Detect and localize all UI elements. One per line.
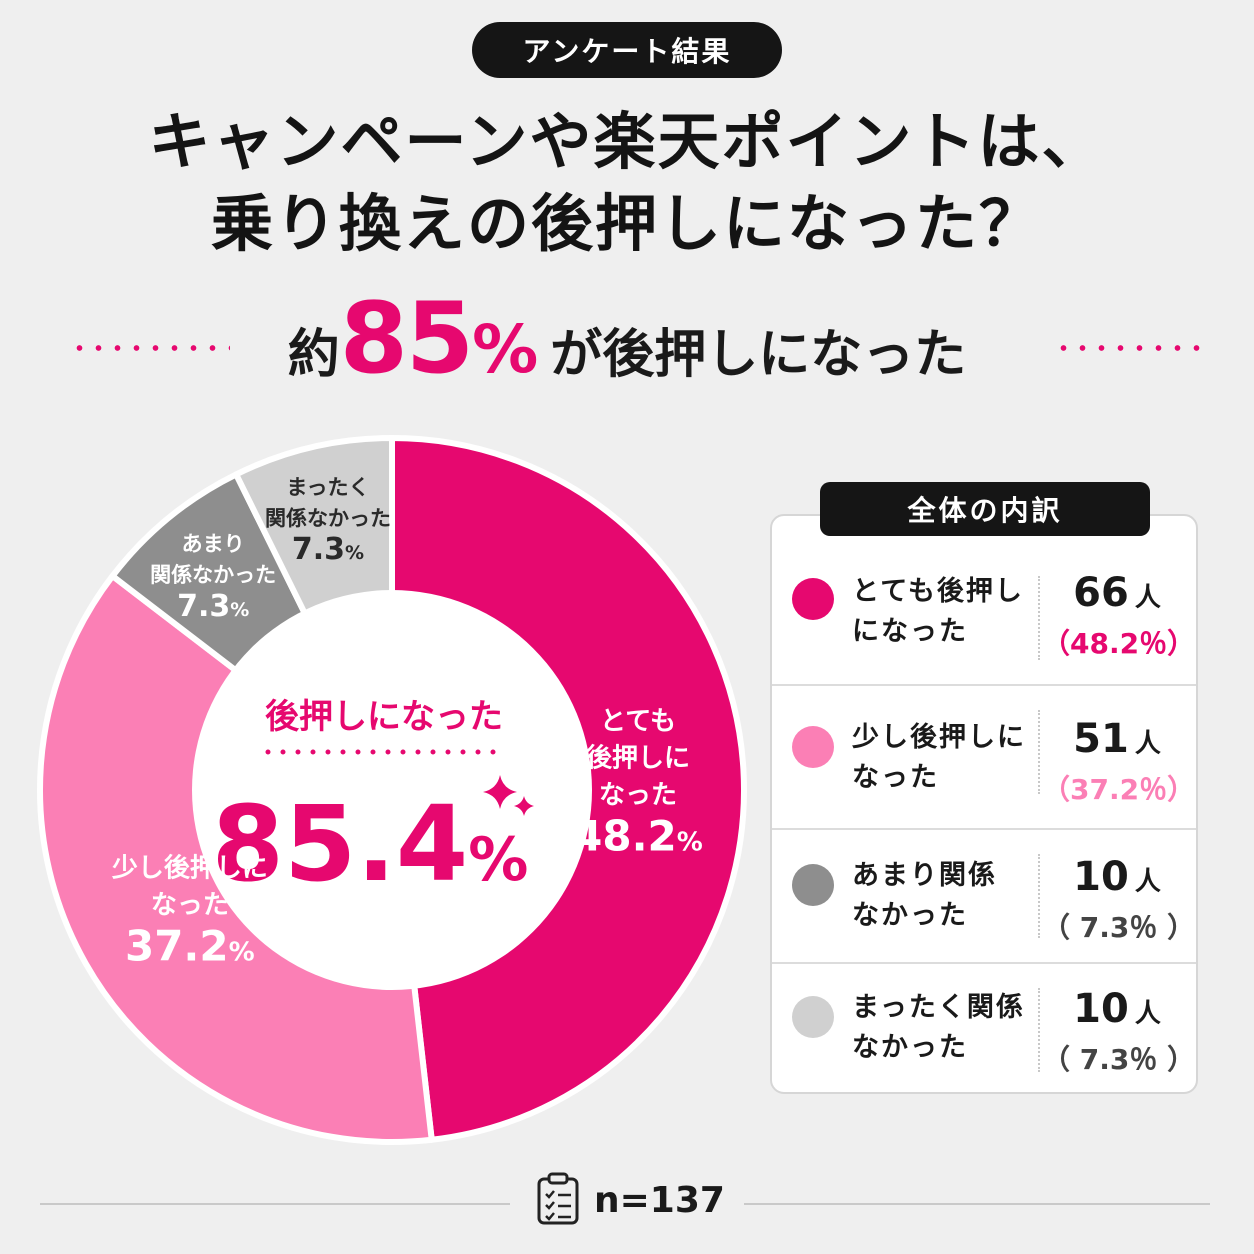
dotted-divider-right [1054,345,1204,351]
legend-count-number: 66 [1073,570,1129,616]
title-line-2: 乗り換えの後押しになった？ [210,187,1043,260]
legend-count-unit: 人 [1134,867,1161,897]
breakdown-title: 全体の内訳 [820,482,1150,536]
breakdown-panel [770,514,1198,1094]
legend-percent: （48.2％） [1042,627,1196,660]
headline: 約85% が後押しになった [0,282,1254,396]
slice-label-line: あまり [182,532,245,556]
headline-prefix: 約 [287,325,340,385]
legend-label-line1: まったく関係 [852,992,1025,1023]
legend-row-divider [772,962,1196,964]
headline-unit: % [472,311,539,388]
legend-divider [1038,988,1040,1072]
legend-row-divider [772,684,1196,686]
legend-swatch [792,864,834,906]
legend-swatch [792,578,834,620]
footer-line-right [744,1203,1210,1205]
legend-label-line1: あまり関係 [852,860,997,891]
legend-label-line2: なかった [852,900,968,931]
donut-hole [192,590,592,990]
clipboard-icon [537,1172,579,1225]
slice-label-line: 関係なかった [150,563,276,587]
slice-label-line: 後押しに [586,742,690,773]
slice-label-line: 少し後押しに [111,852,268,883]
legend-label-line2: なかった [852,1032,968,1063]
legend-divider [1038,710,1040,794]
legend-label-line2: になった [852,616,968,647]
legend-row-divider [772,828,1196,830]
title-line-1: キャンペーンや楽天ポイントは、 [148,105,1106,178]
legend-swatch [792,726,834,768]
slice-label-line: とても [600,706,676,736]
legend-row: とても後押し になった 66 人 （48.2％） [772,552,1196,685]
slice-label-line: なった [599,780,677,810]
legend-row: あまり関係なかった 10 人 （ 7.3％ ） [772,830,1196,963]
legend-percent: （ 7.3％ ） [1042,1043,1196,1076]
center-value: 85.4% [212,783,529,905]
legend-count-number: 10 [1073,854,1129,900]
slice-label: まったく関係なかった 7.3% [265,476,391,568]
slice-percent-unit: % [677,827,703,857]
legend-percent: （37.2％） [1042,773,1196,806]
legend-count: 10 人 [1042,986,1192,1032]
legend-row: 少し後押しに なった 51 人 （37.2％） [772,686,1196,819]
legend-divider [1038,576,1040,660]
slice-label-line: 関係なかった [265,507,391,531]
slice-percent-unit: % [345,542,364,564]
slice-label-line: なった [151,890,229,920]
slice-label: とても後押しになった 48.2% [573,706,703,860]
slice-percent: 7.3 [292,532,345,567]
headline-suffix: が後押しになった [550,325,967,385]
center-value-unit: % [468,825,528,895]
legend-label: とても後押し になった [852,572,1032,652]
slice-percent-unit: % [230,599,249,621]
slice-percent: 48.2 [573,811,677,860]
legend-count: 51 人 [1042,716,1192,762]
survey-badge: アンケート結果 [472,22,782,78]
legend-divider [1038,854,1040,938]
legend-count-unit: 人 [1134,729,1161,759]
slice-label: 少し後押しになった 37.2% [111,852,268,970]
legend-percent: （ 7.3％ ） [1042,911,1196,944]
slice-percent: 37.2 [125,921,229,970]
legend-label-line1: とても後押し [852,576,1024,607]
legend-swatch [792,996,834,1038]
sparkle-icon [483,775,534,816]
legend-label-line2: なった [852,762,939,793]
legend-count: 66 人 [1042,570,1192,616]
center-label: 後押しになった [265,697,503,737]
legend-count-unit: 人 [1134,583,1161,613]
dotted-divider-left [70,345,230,351]
legend-count-unit: 人 [1134,999,1161,1029]
slice-percent-unit: % [229,937,255,967]
legend-label: 少し後押しに なった [852,718,1032,798]
sample-size: n=137 [594,1180,725,1221]
legend-label: まったく関係 なかった [852,988,1032,1068]
slice-percent: 7.3 [177,589,230,624]
center-value-number: 85.4 [212,783,469,905]
slice-label-line: まったく [286,476,369,500]
legend-count-number: 10 [1073,986,1129,1032]
headline-number: 85 [339,282,474,396]
slice-label: あまり関係なかった 7.3% [150,532,276,624]
footer-line-left [40,1203,510,1205]
legend-row: まったく関係 なかった 10 人 （ 7.3％ ） [772,964,1196,1097]
legend-count: 10 人 [1042,854,1192,900]
legend-count-number: 51 [1073,716,1129,762]
legend-label-line1: 少し後押しに [852,722,1026,753]
legend-label: あまり関係 なかった [852,856,1032,936]
